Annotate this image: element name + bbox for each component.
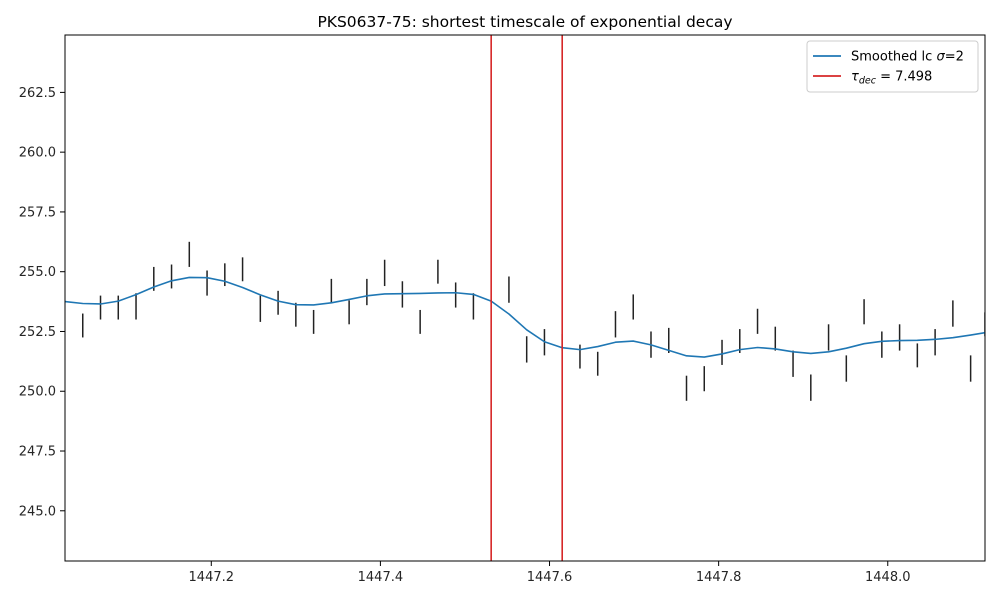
x-tick-label: 1448.0 [865, 570, 911, 585]
y-tick-label: 250.0 [19, 385, 56, 400]
y-tick-label: 252.5 [19, 325, 56, 340]
y-tick-label: 245.0 [19, 504, 56, 519]
y-tick-label: 255.0 [19, 265, 56, 280]
axes: 1447.2 1447.4 1447.6 1447.8 1448.0 245.0 247.5… [19, 86, 911, 585]
x-tick-label: 1447.6 [527, 570, 573, 585]
legend: Smoothed lc σ=2 τdec = 7.498 [806, 40, 979, 93]
x-tick-label: 1447.8 [696, 570, 742, 585]
y-tick-label: 262.5 [19, 86, 56, 101]
plot-frame [64, 34, 986, 562]
y-tick-label: 257.5 [19, 205, 56, 220]
plot-area [65, 35, 985, 561]
smoothed-lc-line [65, 276, 985, 358]
x-tick-label: 1447.2 [189, 570, 235, 585]
chart-title: PKS0637-75: shortest timescale of expone… [317, 13, 732, 31]
legend-label-smoothed: Smoothed lc σ=2 [851, 50, 964, 65]
x-tick-label: 1447.4 [358, 570, 404, 585]
legend-label-tau: τdec = 7.498 [851, 70, 932, 87]
y-tick-label: 260.0 [19, 146, 56, 161]
legend-box [806, 40, 979, 93]
y-tick-label: 247.5 [19, 445, 56, 460]
